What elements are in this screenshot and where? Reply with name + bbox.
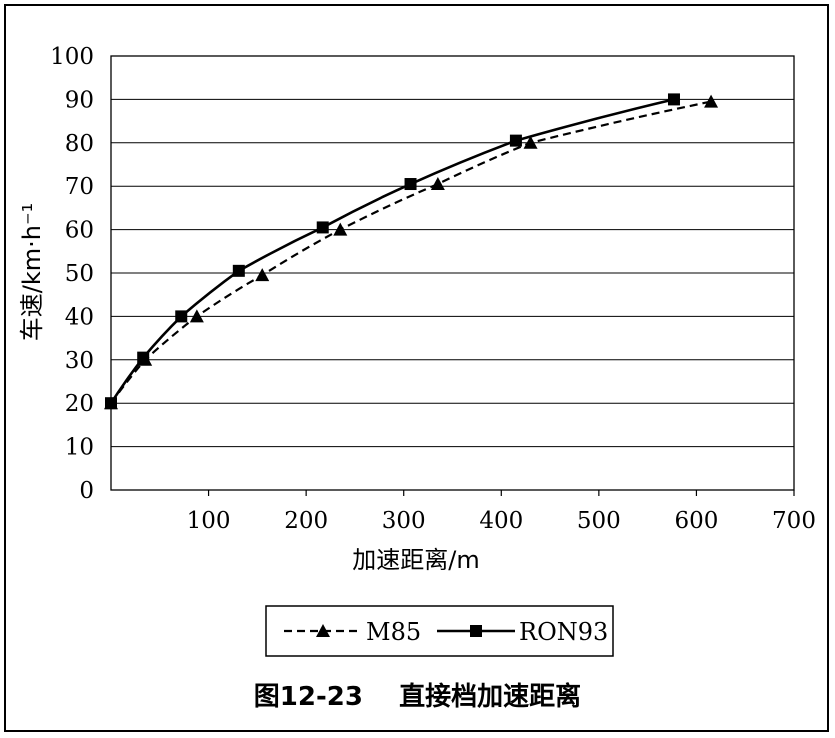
y-tick-label: 90 — [65, 87, 94, 113]
tick-labels: 0 10 20 30 40 50 60 70 80 90 100 100 200 300 400 500 600… — [50, 44, 816, 534]
y-tick-label: 80 — [65, 131, 94, 157]
caption-title: 直接档加速距离 — [399, 682, 582, 712]
y-tick-label: 30 — [65, 348, 94, 374]
y-tick-label: 0 — [79, 478, 94, 504]
y-tick-label: 10 — [65, 435, 94, 461]
figure-frame — [4, 4, 829, 732]
x-tick-label: 400 — [479, 508, 523, 534]
data-point-m85 — [189, 309, 204, 323]
legend: M85 RON93 — [265, 605, 614, 657]
data-point-m85 — [523, 135, 538, 149]
x-tick-label: 100 — [187, 508, 231, 534]
legend-label-m85: M85 — [366, 618, 421, 646]
data-point-ron93 — [316, 221, 329, 234]
data-point-m85 — [333, 222, 348, 236]
y-tick-label: 40 — [65, 304, 94, 330]
x-tick-label: 300 — [382, 508, 426, 534]
data-point-ron93 — [232, 264, 245, 277]
data-point-ron93 — [137, 351, 150, 364]
plot-area-border — [110, 55, 795, 491]
data-point-ron93 — [667, 93, 680, 106]
data-point-m85 — [704, 94, 719, 108]
legend-marker-m85 — [316, 624, 330, 637]
data-point-ron93 — [105, 397, 117, 410]
y-tick-label: 100 — [50, 44, 94, 70]
legend-label-ron93: RON93 — [519, 618, 608, 646]
data-point-m85 — [430, 177, 445, 191]
x-axis-label: 加速距离/m — [352, 546, 479, 574]
grid-lines — [111, 55, 794, 491]
x-tick-label: 700 — [772, 508, 816, 534]
y-axis-label: 车速/km·h⁻¹ — [18, 203, 46, 342]
data-point-ron93 — [175, 310, 188, 323]
series-layer — [104, 93, 719, 410]
caption-number: 图12-23 — [253, 682, 363, 712]
y-tick-label: 60 — [65, 218, 94, 244]
x-tick-label: 200 — [284, 508, 328, 534]
axes — [110, 55, 795, 496]
data-point-m85 — [255, 268, 270, 282]
y-tick-label: 20 — [65, 391, 94, 417]
series-ron93 — [105, 93, 680, 410]
series-m85 — [104, 94, 719, 410]
legend-marker-ron93 — [470, 625, 482, 637]
figure-caption: 图12-23 直接档加速距离 — [0, 676, 835, 713]
y-tick-label: 50 — [65, 261, 94, 287]
x-tick-label: 500 — [577, 508, 621, 534]
data-point-ron93 — [404, 178, 417, 191]
x-tick-label: 600 — [674, 508, 718, 534]
data-point-ron93 — [509, 134, 522, 147]
y-tick-label: 70 — [65, 174, 94, 200]
series-line-m85 — [110, 100, 712, 404]
series-line-ron93 — [109, 98, 675, 404]
